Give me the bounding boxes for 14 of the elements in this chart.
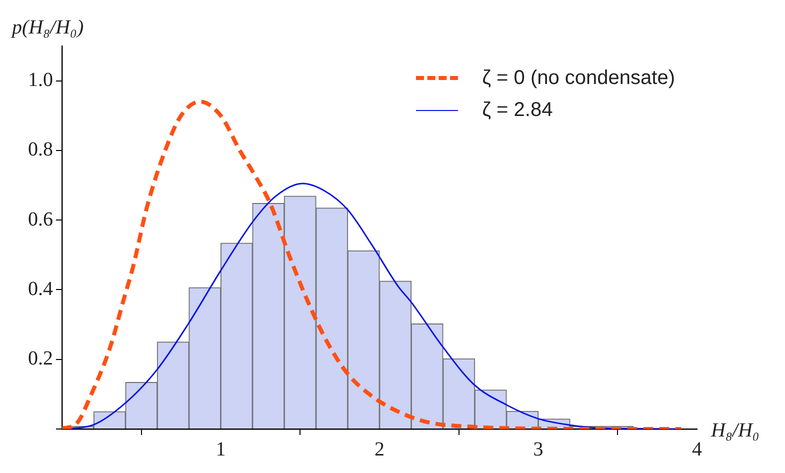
legend-label: ζ = 2.84 xyxy=(482,98,553,122)
y-tick-label: 0.4 xyxy=(28,278,53,300)
x-tick-label: 3 xyxy=(533,438,544,460)
x-axis-title: H₈/H₀ xyxy=(710,419,760,442)
x-tick-label: 1 xyxy=(216,438,226,460)
y-axis-title: p(H₈/H₀) xyxy=(10,16,84,38)
y-tick-label: 0.2 xyxy=(28,348,53,370)
y-tick-label: 0.8 xyxy=(28,138,53,161)
x-tick-label: 4 xyxy=(692,438,702,460)
line-series xyxy=(62,100,684,429)
x-tick-label: 2 xyxy=(374,438,384,460)
y-tick-label: 1.0 xyxy=(28,69,53,92)
legend-label: ζ = 0 (no condensate) xyxy=(482,66,675,90)
y-tick-label: 0.6 xyxy=(28,208,53,230)
